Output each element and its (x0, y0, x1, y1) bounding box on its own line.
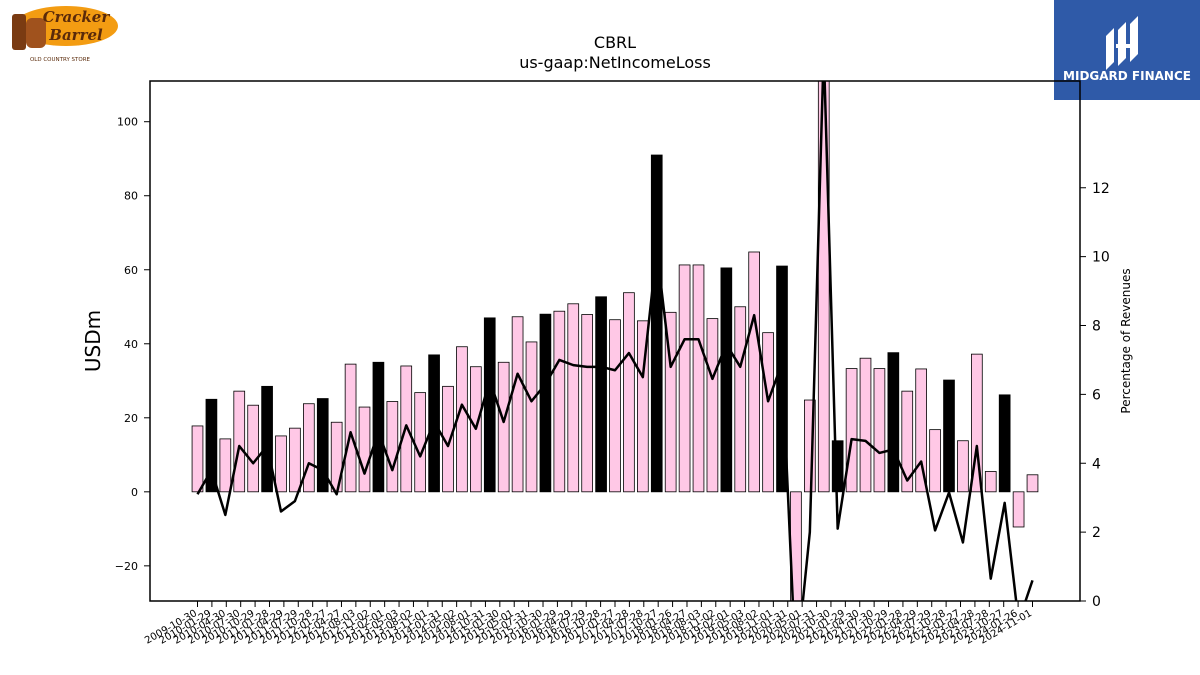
logo-tagline: OLD COUNTRY STORE (30, 57, 91, 63)
quarter-bar (1012, 491, 1025, 528)
annual-bar (887, 352, 900, 493)
y-tick-label: 60 (124, 264, 138, 277)
y2-tick-label: 12 (1092, 181, 1110, 197)
quarter-bar (664, 311, 677, 493)
annual-bar (539, 313, 552, 493)
y-tick-label: 0 (131, 486, 138, 499)
midgard-logo-icon: MIDGARD FINANCE (1063, 16, 1191, 83)
quarter-bar (971, 353, 983, 493)
quarter-bar (678, 264, 691, 493)
quarter-bar (1026, 474, 1039, 493)
quarter-bar (706, 318, 719, 493)
quarter-bar (525, 341, 538, 493)
quarter-bar (762, 332, 774, 493)
quarter-bar (984, 471, 997, 493)
logo-text-line1: Cracker (43, 8, 111, 26)
cracker-barrel-logo: Cracker Barrel OLD COUNTRY STORE (4, 4, 119, 64)
y-tick-label: 40 (124, 338, 138, 351)
quarter-bar (957, 440, 969, 493)
quarter-bar (344, 363, 357, 493)
chart-title: CBRL (594, 33, 636, 52)
quarter-bar (609, 319, 621, 493)
quarter-bar (817, 81, 830, 493)
y-axis-label: USDm (81, 310, 105, 372)
y-tick-label: −20 (115, 560, 138, 573)
quarter-bar (247, 404, 260, 493)
quarter-bar (929, 429, 941, 493)
quarter-bar (233, 390, 246, 493)
quarter-bar (358, 406, 371, 493)
chart-subtitle: us-gaap:NetIncomeLoss (519, 53, 711, 72)
y-tick-label: 20 (124, 412, 138, 425)
y2-tick-label: 6 (1092, 387, 1101, 403)
y2-axis-ticks: 0 2 4 6 8 10 12 (1080, 181, 1110, 610)
annual-bar (720, 267, 733, 493)
quarter-bar (567, 303, 580, 493)
quarter-bar (845, 368, 858, 493)
quarter-bar (637, 320, 649, 493)
quarter-bar (901, 390, 914, 493)
quarter-bar (873, 368, 886, 493)
y2-tick-label: 0 (1092, 594, 1101, 610)
annual-bar (205, 398, 218, 493)
quarter-bar (191, 425, 204, 493)
annual-bar (943, 379, 955, 493)
annual-bar (372, 361, 385, 493)
logo-right-name: MIDGARD FINANCE (1063, 69, 1191, 83)
midgard-finance-logo: MIDGARD FINANCE (1054, 0, 1200, 100)
quarter-bar (581, 314, 593, 493)
quarter-bar (414, 392, 426, 493)
y2-tick-label: 2 (1092, 525, 1101, 541)
quarter-bar (553, 310, 566, 493)
annual-bar (483, 317, 496, 493)
quarter-bar (623, 292, 635, 493)
percentage-line (196, 81, 1034, 601)
quarter-bar (748, 251, 760, 493)
quarter-bar (219, 438, 232, 493)
y-axis-ticks: −20 0 20 40 60 80 100 (115, 116, 150, 573)
percentage-line-group (196, 81, 1034, 601)
quarter-bar (511, 316, 524, 493)
quarter-bar (275, 435, 287, 493)
y2-axis-label: Percentage of Revenues (1119, 268, 1133, 413)
annual-bar (261, 385, 273, 493)
barrel-logo-icon: Cracker Barrel OLD COUNTRY STORE (12, 6, 118, 63)
quarter-bar (734, 306, 747, 493)
quarter-bar (692, 264, 705, 493)
bars-group (191, 81, 1039, 601)
y-tick-label: 80 (124, 190, 138, 203)
logo-text-line2: Barrel (48, 26, 103, 44)
annual-bar (316, 398, 329, 493)
annual-bar (595, 296, 607, 493)
annual-bar (998, 394, 1011, 493)
quarter-bar (289, 427, 301, 493)
quarter-bar (497, 361, 510, 493)
x-axis-ticks: 2009-10-302010-01-292010-04-302010-07-30… (143, 601, 1034, 647)
quarter-bar (859, 357, 872, 493)
y2-tick-label: 8 (1092, 319, 1101, 335)
annual-bar (650, 154, 663, 493)
y-tick-label: 100 (117, 116, 138, 129)
y2-tick-label: 4 (1092, 456, 1101, 472)
quarter-bar (386, 401, 399, 493)
annual-bar (831, 440, 844, 493)
y2-tick-label: 10 (1092, 250, 1110, 266)
quarter-bar (303, 403, 315, 493)
quarter-bar (915, 368, 927, 493)
